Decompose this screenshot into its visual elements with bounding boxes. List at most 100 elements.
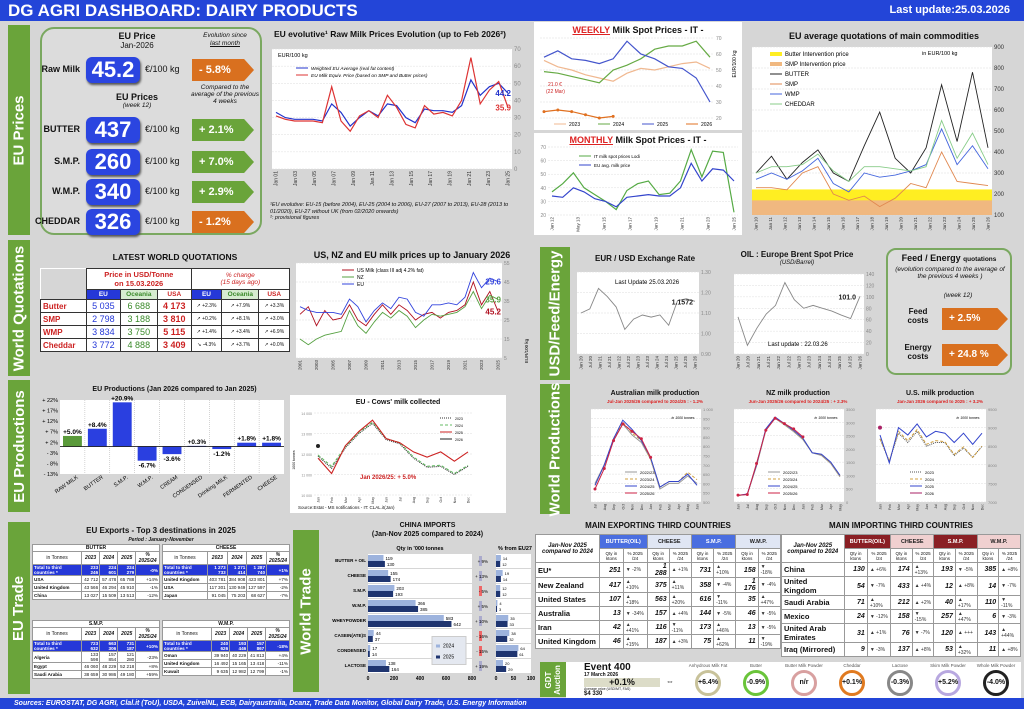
share-bar	[496, 651, 518, 657]
title-highlight: WEEKLY	[572, 25, 610, 35]
x-tick-label: Jul	[746, 504, 750, 509]
pct-cell: ▼ -7%	[911, 623, 935, 643]
y-tick-label: + 22%	[42, 398, 58, 404]
value-cell: -2%	[266, 583, 290, 592]
pct-header: % 2025 /24	[911, 548, 935, 563]
nz-production-panel: NZ milk production Jun-Jan 2025/26 compa…	[728, 390, 868, 514]
eu-productions-panel: EU Productions (Jan 2026 compared to Jan…	[32, 386, 287, 514]
export-table: W.M.P. in Tonnes 2023 2024 2025% 2025/24 Tota…	[161, 620, 290, 676]
share-bar	[496, 576, 501, 582]
price-cell: 3 409	[156, 338, 192, 352]
column-header: EU	[85, 289, 121, 300]
x-tick-label: Jan 26	[858, 356, 863, 370]
price-cell: 5 035	[85, 299, 121, 313]
feed-energy-week: (week 12)	[943, 292, 973, 299]
change-cell: ↗ +3.7%	[221, 338, 260, 352]
y-tick-label: 40	[540, 186, 546, 192]
value-cell: 224 601	[99, 564, 119, 576]
y-tick-label: 30	[540, 199, 546, 205]
y-tick-label: 70	[716, 36, 722, 42]
series-line-2026	[543, 109, 614, 119]
qty-cell: 375	[646, 577, 670, 593]
pct-cell: ▼ -3%	[866, 642, 892, 657]
y-tick-label: 60	[540, 159, 546, 165]
pct-cell: ▲ +44%	[998, 623, 1021, 643]
period-header: Jan-Nov 2025 compared to 2024	[535, 534, 600, 563]
bar-2025	[368, 591, 394, 597]
y-tick-label: 550	[703, 491, 710, 496]
qty-cell: 257	[933, 609, 956, 624]
series-line-2023	[879, 430, 983, 463]
x-tick-label: Jan 23	[797, 356, 802, 370]
bar-label: -3.6%	[164, 456, 181, 463]
pct-cell: ▲ +18%	[622, 592, 648, 607]
x-tick-label: Jan 21	[680, 217, 685, 231]
y-tick-label: - 3%	[47, 451, 58, 457]
x-tick-label: 600	[442, 676, 451, 682]
y-tick-label: 80	[866, 306, 872, 312]
category-label: BUTTER + OIL	[335, 558, 366, 563]
bar-2025	[368, 666, 390, 672]
x-tick-label: Jan 24	[817, 356, 822, 370]
legend-label: 2022/23	[640, 470, 655, 475]
pct-cell: ▼ -5%	[954, 562, 978, 577]
table-row: United Kingdom 403 781 384 908 423 801 +7%	[161, 575, 290, 584]
qty-cell: 212	[890, 595, 913, 610]
y-tick-label: 1.00	[701, 332, 711, 338]
destination: Total to third countries *	[31, 640, 83, 652]
x-tick-label: Feb	[811, 504, 815, 510]
x-tick-label: Aug	[412, 497, 416, 503]
legend-label: CHEDDAR	[785, 102, 815, 108]
value-cell: 38 659	[81, 670, 101, 679]
pct-cell: ▲ +13%	[911, 562, 935, 577]
value-cell: 423 801	[246, 575, 267, 584]
end-value-label: 1.1572	[672, 299, 694, 306]
chart-unit: in 1000 tonnes	[957, 416, 980, 420]
product-label: BUTTER	[43, 124, 81, 134]
qty-cell: 6	[976, 609, 1000, 624]
share-bar	[496, 570, 503, 576]
china-imports-panel: CHINA IMPORTS (Jan-Nov 2025 compared to …	[320, 522, 535, 697]
product-name: SMP	[40, 312, 87, 326]
qty-cell: 251	[599, 562, 624, 578]
share-bar	[496, 621, 508, 627]
annotation: Last Update 25.03.2026	[615, 280, 680, 286]
gdt-panel: Event 400 17 March 2026 +0.1% ⇔ Average …	[566, 662, 1021, 698]
x-tick-label: Jan 25	[674, 356, 679, 370]
chart-title: EU Productions (Jan 2026 compared to Jan…	[92, 386, 257, 393]
x-tick-label: Jun	[385, 497, 389, 503]
raw-milk-chart-panel: EU evolutive¹ Raw Milk Prices Evolution …	[266, 27, 534, 237]
category-label: LACTOSE	[345, 663, 366, 668]
x-tick-label: Jan 22	[776, 356, 781, 370]
y-tick-label: 0.90	[701, 352, 711, 358]
bar	[212, 446, 232, 450]
country: Iraq (Mirrored)	[781, 642, 845, 657]
legend-swatch	[770, 62, 782, 66]
series-marker	[878, 426, 882, 430]
series-line-EU Milk Equiv. Price (based on SMP and Butter prices)	[275, 57, 509, 133]
product-header: CHEESE	[162, 544, 290, 552]
x-tick-label: 0	[495, 676, 498, 682]
table-row: USA 117 301 130 949 127 597 -2%	[161, 583, 290, 592]
share-bar	[496, 636, 508, 642]
table-row: Oman 39 940 40 229 41 813 +4%	[161, 651, 290, 660]
legend-label: US Milk (class III adj 4.2% fat)	[357, 268, 424, 274]
y-tick-label: 20	[866, 341, 872, 347]
table-row: United Kingdom 16 492 15 165 13 418 -11%	[161, 659, 290, 668]
change-cell: ↗ +3.0%	[258, 312, 290, 326]
share-value: 32	[509, 637, 514, 642]
pct-cell: ▲ +8%	[911, 642, 935, 657]
unit-header: in Tonnes	[161, 627, 213, 641]
gdt-product-ring: +0.1%	[839, 670, 865, 696]
country: China	[781, 562, 845, 577]
eu-productions-chart: - 13% - 8% - 3% + 2% + 7% + 12% + 17% + 22% +5.0…	[42, 396, 284, 500]
y-tick-label: 7000	[988, 500, 998, 505]
x-tick-label: Jul 23	[807, 356, 812, 369]
legend-label: 2023	[925, 470, 935, 475]
y-axis-label: 1000 tonnes	[292, 450, 296, 470]
column-header: USA	[156, 289, 192, 300]
commodities-panel: EU average quotations of main commoditie…	[746, 25, 1022, 237]
value-cell: 41 813	[247, 651, 267, 660]
qty-cell: 174	[890, 562, 913, 577]
gdt-product-ring: -4.0%	[983, 670, 1009, 696]
